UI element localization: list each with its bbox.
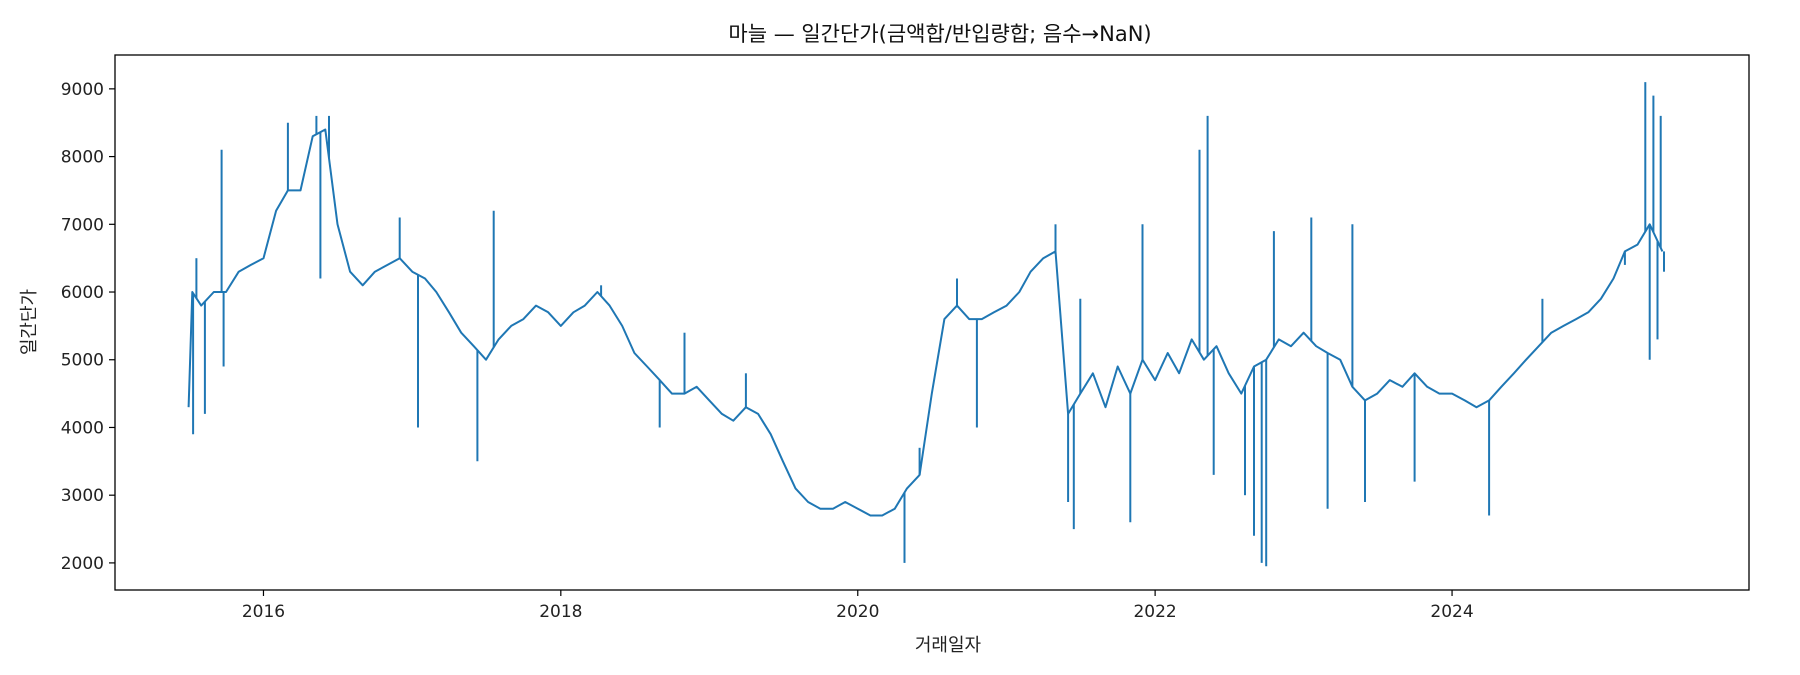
- y-tick-label: 4000: [61, 418, 104, 438]
- y-tick-label: 7000: [61, 215, 104, 235]
- y-tick-label: 6000: [61, 283, 104, 303]
- x-tick-label: 2024: [1430, 602, 1473, 622]
- y-tick-label: 2000: [61, 554, 104, 574]
- y-tick-label: 8000: [61, 148, 104, 168]
- series-layer: [187, 82, 1665, 567]
- y-tick-label: 3000: [61, 486, 104, 506]
- y-tick-label: 9000: [61, 80, 104, 100]
- x-tick-label: 2016: [242, 602, 285, 622]
- x-axis-label: 거래일자: [915, 635, 982, 656]
- x-tick-label: 2018: [539, 602, 582, 622]
- chart-title: 마늘 — 일간단가(금액합/반입량합; 음수→NaN): [728, 22, 1151, 46]
- y-axis-label: 일간단가: [19, 289, 40, 355]
- x-axis: 2016 2018 2020 2022 2024: [242, 590, 1474, 622]
- plot-frame: [114, 54, 1750, 591]
- y-axis: 2000 3000 4000 5000 6000 7000 8000 9000: [61, 80, 115, 574]
- y-tick-label: 5000: [61, 351, 104, 371]
- series-line-0: [187, 128, 1664, 517]
- x-tick-label: 2020: [836, 602, 879, 622]
- x-tick-label: 2022: [1133, 602, 1176, 622]
